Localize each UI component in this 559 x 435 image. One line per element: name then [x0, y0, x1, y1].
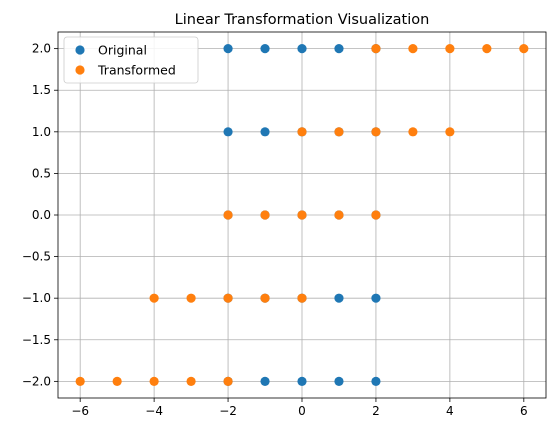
point-transformed	[186, 293, 196, 303]
y-tick-label: −1.0	[22, 291, 51, 305]
x-tick-label: −4	[145, 404, 163, 418]
point-original	[371, 376, 381, 386]
point-transformed	[297, 127, 307, 137]
point-transformed	[408, 127, 418, 137]
x-tick-label: 4	[446, 404, 454, 418]
point-transformed	[186, 376, 196, 386]
chart-title: Linear Transformation Visualization	[175, 12, 430, 28]
point-original	[371, 293, 381, 303]
y-tick-label: 0.5	[32, 166, 51, 180]
y-tick-label: −1.5	[22, 333, 51, 347]
point-original	[223, 127, 233, 137]
point-transformed	[334, 127, 344, 137]
point-transformed	[223, 293, 233, 303]
point-original	[334, 44, 344, 54]
point-original	[260, 44, 270, 54]
point-transformed	[371, 44, 381, 54]
point-transformed	[445, 44, 455, 54]
point-original	[260, 127, 270, 137]
x-tick-label: −6	[71, 404, 89, 418]
point-original	[297, 376, 307, 386]
y-tick-label: 1.5	[32, 83, 51, 97]
data-points	[75, 44, 529, 386]
point-original	[334, 376, 344, 386]
legend-label-transformed: Transformed	[97, 63, 176, 78]
y-tick-label: −0.5	[22, 250, 51, 264]
point-transformed	[371, 210, 381, 220]
point-transformed	[223, 376, 233, 386]
axis-ticks: −6 −4 −2 0 2 4 6 −2.0 −1.5 −1.0 −0.5 0.0 0.5 1.0 1.5 2.…	[22, 42, 528, 418]
point-transformed	[149, 376, 159, 386]
point-transformed	[112, 376, 122, 386]
legend-label-original: Original	[98, 43, 147, 58]
point-transformed	[149, 293, 159, 303]
legend-marker-original	[75, 45, 85, 55]
point-transformed	[371, 127, 381, 137]
point-transformed	[75, 376, 85, 386]
legend: Original Transformed	[63, 36, 199, 84]
point-original	[223, 44, 233, 54]
y-tick-label: 1.0	[32, 125, 51, 139]
x-tick-label: −2	[219, 404, 237, 418]
point-transformed	[482, 44, 492, 54]
point-transformed	[334, 210, 344, 220]
y-tick-label: 2.0	[32, 42, 51, 56]
point-original	[297, 44, 307, 54]
point-transformed	[408, 44, 418, 54]
point-transformed	[260, 293, 270, 303]
x-tick-label: 0	[298, 404, 306, 418]
point-transformed	[519, 44, 529, 54]
point-transformed	[445, 127, 455, 137]
point-original	[334, 293, 344, 303]
legend-marker-transformed	[75, 65, 85, 75]
point-transformed	[297, 293, 307, 303]
legend-box	[63, 36, 199, 84]
y-tick-label: 0.0	[32, 208, 51, 222]
y-tick-label: −2.0	[22, 374, 51, 388]
point-transformed	[223, 210, 233, 220]
x-tick-label: 6	[520, 404, 528, 418]
x-tick-label: 2	[372, 404, 380, 418]
point-original	[260, 376, 270, 386]
point-transformed	[297, 210, 307, 220]
point-transformed	[260, 210, 270, 220]
